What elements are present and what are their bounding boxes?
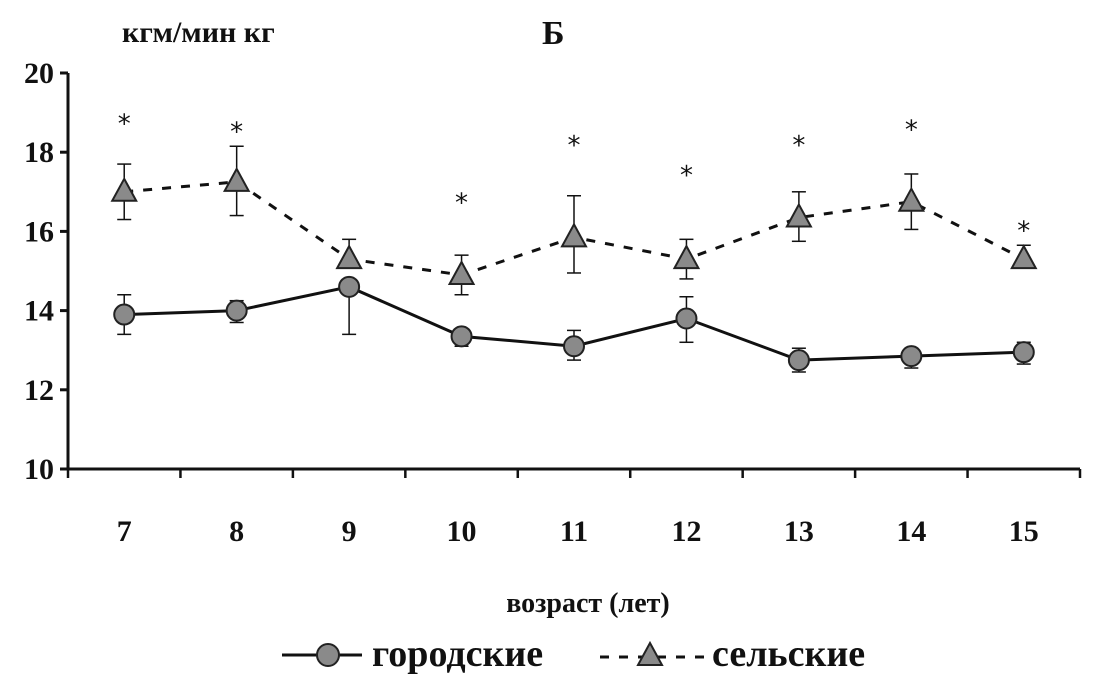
axes: 10 12 14 16 18 20 7 8 9 10 11 12 13 14 15 bbox=[24, 57, 1082, 548]
x-tick-label: 10 bbox=[447, 515, 477, 548]
x-axis-label: возраст (лет) bbox=[506, 588, 669, 619]
y-axis-label: кгм/мин кг bbox=[122, 16, 275, 49]
x-tick-label: 15 bbox=[1009, 515, 1039, 548]
data-point bbox=[672, 244, 701, 270]
x-tick-label: 7 bbox=[117, 515, 132, 548]
data-point bbox=[338, 275, 361, 298]
data-point bbox=[222, 166, 251, 192]
significance-star: * bbox=[230, 117, 243, 147]
significance-star: * bbox=[455, 189, 468, 219]
data-point bbox=[110, 176, 138, 202]
significance-star: * bbox=[568, 131, 581, 161]
x-tick-label: 13 bbox=[784, 515, 814, 548]
y-tick-label: 14 bbox=[24, 295, 54, 328]
data-point bbox=[225, 299, 248, 322]
legend: городские сельские bbox=[282, 633, 865, 675]
significance-star: * bbox=[905, 115, 918, 145]
y-tick-label: 10 bbox=[24, 453, 54, 486]
x-tick-label: 12 bbox=[671, 515, 701, 548]
chart-title: Б bbox=[542, 15, 564, 52]
significance-star: * bbox=[680, 161, 693, 191]
data-point bbox=[787, 349, 810, 372]
data-point bbox=[785, 202, 813, 228]
data-point bbox=[560, 222, 588, 248]
data-point bbox=[335, 244, 363, 270]
significance-star: * bbox=[1017, 216, 1030, 246]
significance-star: * bbox=[118, 109, 131, 139]
x-tick-label: 9 bbox=[342, 515, 357, 548]
x-tick-label: 11 bbox=[560, 515, 588, 548]
data-point bbox=[897, 186, 926, 212]
data-point bbox=[563, 335, 585, 358]
significance-star: * bbox=[792, 131, 805, 161]
legend-label-urban: городские bbox=[372, 633, 543, 675]
x-tick-label: 8 bbox=[229, 515, 244, 548]
legend-marker-rural bbox=[636, 640, 664, 666]
data-point bbox=[450, 325, 473, 348]
legend-label-rural: сельские bbox=[712, 633, 865, 675]
series-urban bbox=[113, 275, 1035, 373]
legend-marker-urban bbox=[316, 643, 340, 667]
y-tick-label: 20 bbox=[24, 57, 54, 90]
y-tick-label: 16 bbox=[24, 215, 54, 248]
series-rural bbox=[110, 145, 1038, 296]
x-tick-label: 14 bbox=[896, 515, 926, 548]
data-point bbox=[900, 345, 923, 368]
data-point bbox=[1010, 244, 1038, 270]
data-point bbox=[675, 307, 698, 330]
series-layer bbox=[110, 145, 1038, 373]
y-tick-label: 12 bbox=[24, 374, 54, 407]
significance-markers: * * * * * * * * bbox=[118, 109, 1031, 246]
data-point bbox=[447, 259, 476, 285]
y-tick-label: 18 bbox=[24, 136, 54, 169]
data-point bbox=[113, 303, 136, 326]
data-point bbox=[1012, 341, 1035, 364]
